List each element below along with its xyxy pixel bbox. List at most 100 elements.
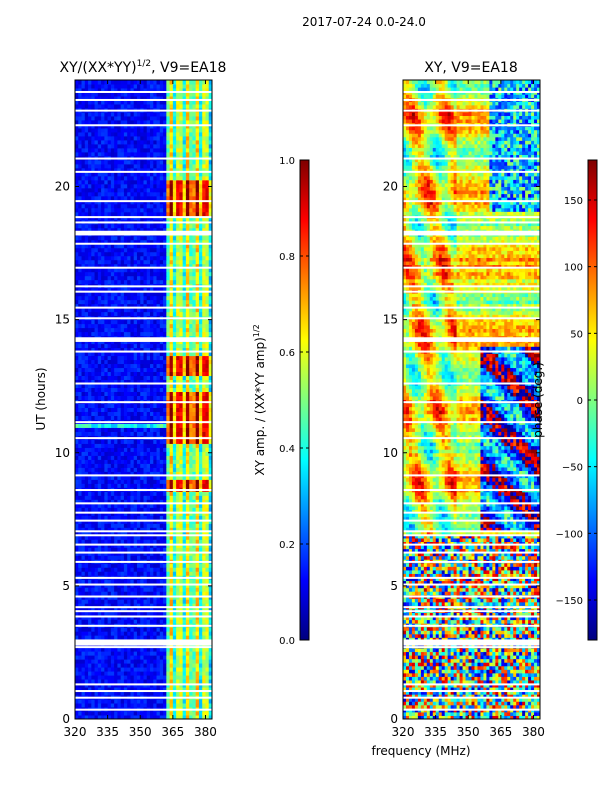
heatmap-cell bbox=[202, 280, 206, 284]
heatmap-cell bbox=[117, 579, 121, 583]
heatmap-cell bbox=[150, 372, 154, 376]
heatmap-cell bbox=[147, 699, 151, 703]
heatmap-cell bbox=[147, 455, 151, 459]
heatmap-cell bbox=[170, 523, 174, 527]
heatmap-cell bbox=[189, 667, 193, 671]
heatmap-cell bbox=[108, 296, 112, 300]
heatmap-cell bbox=[75, 423, 79, 427]
heatmap-cell bbox=[108, 467, 112, 471]
heatmap-cell bbox=[189, 619, 193, 623]
heatmap-cell bbox=[205, 523, 209, 527]
heatmap-cell bbox=[189, 507, 193, 511]
heatmap-cell bbox=[85, 711, 89, 715]
heatmap-cell bbox=[95, 631, 99, 635]
heatmap-cell bbox=[189, 431, 193, 435]
heatmap-cell bbox=[166, 563, 170, 567]
heatmap-cell bbox=[130, 447, 134, 451]
heatmap-cell bbox=[157, 659, 161, 663]
heatmap-cell bbox=[111, 619, 115, 623]
heatmap-cell bbox=[114, 260, 118, 264]
heatmap-cell bbox=[176, 451, 180, 455]
heatmap-cell bbox=[91, 671, 95, 675]
heatmap-cell bbox=[78, 396, 82, 400]
heatmap-cell bbox=[153, 515, 157, 519]
heatmap-cell bbox=[111, 515, 115, 519]
heatmap-cell bbox=[157, 248, 161, 252]
heatmap-cell bbox=[173, 415, 177, 419]
heatmap-cell bbox=[88, 651, 92, 655]
heatmap-cell bbox=[88, 659, 92, 663]
heatmap-cell bbox=[202, 491, 206, 495]
heatmap-cell bbox=[98, 396, 102, 400]
heatmap-cell bbox=[199, 364, 203, 368]
heatmap-cell bbox=[176, 491, 180, 495]
heatmap-cell bbox=[186, 631, 190, 635]
heatmap-cell bbox=[127, 667, 131, 671]
heatmap-cell bbox=[130, 392, 134, 396]
heatmap-cell bbox=[108, 439, 112, 443]
heatmap-cell bbox=[170, 372, 174, 376]
heatmap-cell bbox=[88, 495, 92, 499]
heatmap-cell bbox=[85, 547, 89, 551]
heatmap-cell bbox=[140, 431, 144, 435]
heatmap-cell bbox=[121, 272, 125, 276]
heatmap-cell bbox=[124, 507, 128, 511]
heatmap-cell bbox=[157, 447, 161, 451]
heatmap-cell bbox=[144, 392, 148, 396]
heatmap-cell bbox=[153, 415, 157, 419]
heatmap-cell bbox=[134, 411, 138, 415]
heatmap-cell bbox=[176, 455, 180, 459]
heatmap-cell bbox=[108, 515, 112, 519]
heatmap-cell bbox=[196, 443, 200, 447]
heatmap-cell bbox=[117, 431, 121, 435]
heatmap-cell bbox=[101, 479, 105, 483]
heatmap-cell bbox=[192, 515, 196, 519]
heatmap-cell bbox=[104, 567, 108, 571]
heatmap-cell bbox=[199, 703, 203, 707]
heatmap-cell bbox=[108, 711, 112, 715]
heatmap-cell bbox=[192, 360, 196, 364]
heatmap-cell bbox=[75, 599, 79, 603]
heatmap-cell bbox=[88, 507, 92, 511]
heatmap-cell bbox=[114, 567, 118, 571]
heatmap-cell bbox=[140, 411, 144, 415]
heatmap-cell bbox=[134, 467, 138, 471]
heatmap-cell bbox=[153, 280, 157, 284]
heatmap-cell bbox=[140, 667, 144, 671]
heatmap-cell bbox=[108, 479, 112, 483]
heatmap-cell bbox=[88, 312, 92, 316]
heatmap-cell bbox=[183, 411, 187, 415]
heatmap-cell bbox=[147, 427, 151, 431]
heatmap-cell bbox=[98, 659, 102, 663]
heatmap-cell bbox=[114, 651, 118, 655]
heatmap-cell bbox=[111, 455, 115, 459]
heatmap-cell bbox=[176, 467, 180, 471]
heatmap-cell bbox=[82, 280, 86, 284]
heatmap-cell bbox=[199, 332, 203, 336]
heatmap-cell bbox=[134, 651, 138, 655]
heatmap-cell bbox=[157, 272, 161, 276]
heatmap-cell bbox=[117, 324, 121, 328]
heatmap-cell bbox=[166, 479, 170, 483]
heatmap-cell bbox=[85, 256, 89, 260]
heatmap-cell bbox=[147, 571, 151, 575]
heatmap-cell bbox=[144, 655, 148, 659]
heatmap-cell bbox=[176, 459, 180, 463]
heatmap-cell bbox=[137, 280, 141, 284]
heatmap-cell bbox=[170, 711, 174, 715]
heatmap-cell bbox=[88, 515, 92, 519]
heatmap-cell bbox=[85, 587, 89, 591]
heatmap-cell bbox=[104, 296, 108, 300]
heatmap-cell bbox=[114, 372, 118, 376]
heatmap-cell bbox=[78, 344, 82, 348]
heatmap-cell bbox=[173, 567, 177, 571]
heatmap-cell bbox=[199, 479, 203, 483]
heatmap-cell bbox=[163, 260, 167, 264]
heatmap-cell bbox=[98, 483, 102, 487]
heatmap-cell bbox=[186, 376, 190, 380]
heatmap-cell bbox=[134, 324, 138, 328]
heatmap-cell bbox=[91, 587, 95, 591]
heatmap-cell bbox=[153, 396, 157, 400]
heatmap-cell bbox=[202, 619, 206, 623]
heatmap-cell bbox=[189, 260, 193, 264]
